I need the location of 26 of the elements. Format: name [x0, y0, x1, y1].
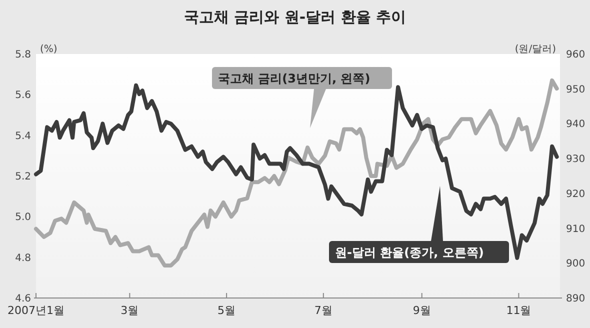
chart-title: 국고채 금리와 원-달러 환율 추이: [184, 8, 406, 26]
text: 국고채 금리(3년만기, 왼쪽): [218, 72, 370, 86]
y2-tick-label: 920: [566, 188, 586, 200]
y-tick-label: 5.0: [15, 212, 31, 224]
y2-tick-label: 950: [566, 84, 586, 96]
x-tick-label: 2007년1월: [8, 304, 64, 317]
y2-tick-label: 940: [566, 119, 586, 130]
y2-tick-label: 960: [566, 50, 586, 60]
x-tick-label: 7월: [314, 304, 332, 317]
x-tick-label: 11월: [506, 304, 532, 317]
y2-tick-label: 930: [566, 154, 586, 166]
y-axis-title: (%): [40, 44, 58, 55]
y-tick-label: 5.6: [15, 90, 31, 102]
x-tick-label: 5월: [218, 304, 236, 317]
text: 원-달러 환율(종가, 오른쪽): [335, 246, 484, 260]
y2-tick-label: 900: [566, 258, 586, 270]
x-tick-label: 9월: [412, 304, 431, 317]
y-tick-label: 5.8: [15, 50, 31, 60]
y-tick-label: 4.8: [15, 252, 31, 264]
y-tick-label: 5.4: [15, 130, 31, 142]
y2-tick-label: 890: [566, 294, 586, 304]
x-tick-label: 3월: [120, 304, 139, 317]
y2-tick-label: 910: [566, 224, 586, 235]
y-tick-label: 5.2: [15, 172, 31, 182]
y2-axis-title: (원/달러): [514, 44, 556, 55]
y-tick-label: 4.6: [15, 294, 31, 304]
